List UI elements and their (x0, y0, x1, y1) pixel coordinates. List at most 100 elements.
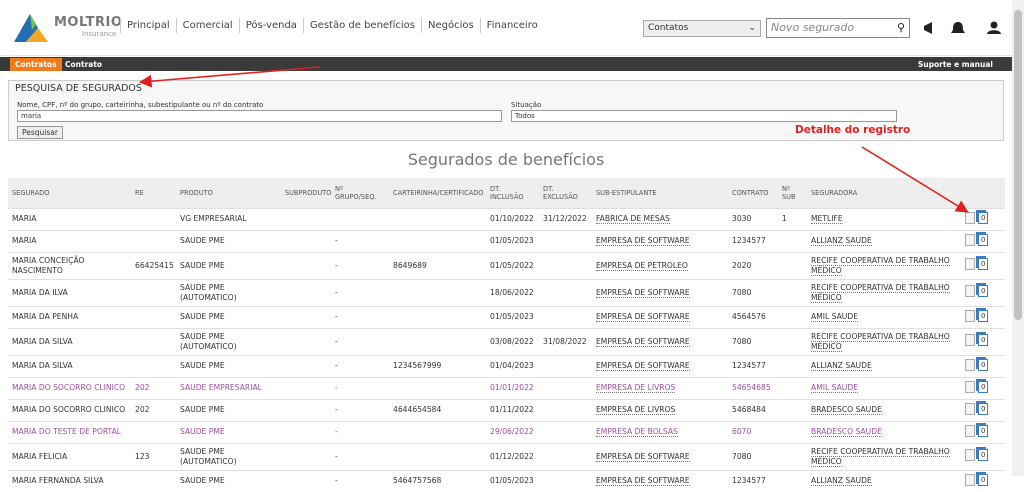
cell-text[interactable]: RECIFE COOPERATIVA DE TRABALHO MÉDICO (811, 282, 950, 303)
cell-text: 01/05/2022 (490, 260, 534, 270)
doc-count[interactable]: 0 (978, 211, 989, 224)
detail-icon[interactable] (965, 473, 975, 486)
cell-text[interactable]: EMPRESA DE SOFTWARE (596, 451, 690, 462)
cell-text[interactable]: METLIFE (811, 214, 843, 224)
cell: EMPRESA DE SOFTWARE (592, 278, 728, 306)
contact-select[interactable]: Contatos ⌄ (643, 20, 761, 37)
detail-icon[interactable] (965, 380, 975, 393)
cell: MARIA DO SOCORRO CLINICO (8, 376, 131, 399)
cell-text[interactable]: EMPRESA DE SOFTWARE (596, 236, 690, 246)
detail-icon[interactable] (965, 358, 975, 371)
search-input[interactable]: Novo segurado ⚲ (766, 18, 910, 38)
action-icons: 0 (965, 424, 989, 437)
cell-text[interactable]: EMPRESA DE SOFTWARE (596, 476, 690, 486)
user-icon[interactable] (990, 21, 998, 29)
detail-icon[interactable] (965, 309, 975, 322)
cell (331, 207, 389, 230)
cell-text[interactable]: RECIFE COOPERATIVA DE TRABALHO MÉDICO (811, 446, 950, 467)
actions: 0 (961, 420, 1005, 443)
cell-text[interactable]: AMIL SAUDE (811, 312, 858, 322)
cell: RECIFE COOPERATIVA DE TRABALHO MÉDICO (807, 278, 961, 306)
cell-text[interactable]: EMPRESA DE BOLSAS (596, 427, 678, 437)
cell-text[interactable]: RECIFE COOPERATIVA DE TRABALHO MÉDICO (811, 331, 950, 352)
cell: 3030 (728, 207, 778, 230)
doc-count[interactable]: 0 (978, 233, 989, 246)
cell: FABRICA DE MESAS (592, 207, 728, 230)
doc-count[interactable]: 0 (978, 285, 989, 297)
detail-icon[interactable] (965, 285, 975, 297)
detail-icon[interactable] (965, 211, 975, 224)
doc-count[interactable]: 0 (978, 380, 989, 393)
cell-text[interactable]: EMPRESA DE LIVROS (596, 383, 676, 393)
cell-text[interactable]: AMIL SAUDE (811, 383, 858, 393)
cell-text[interactable]: EMPRESA DE SOFTWARE (596, 361, 690, 371)
nav-link[interactable]: Principal (120, 18, 176, 33)
tab[interactable]: Contratos (10, 58, 62, 71)
text-input[interactable]: maria (17, 110, 502, 122)
cell (539, 420, 592, 443)
actions: 0 (961, 207, 1005, 230)
actions: 0 (961, 327, 1005, 355)
cell: 202 (131, 398, 176, 421)
announce-icon[interactable] (924, 22, 932, 34)
cell-text: SAUDE PME (180, 476, 225, 485)
nav-link[interactable]: Pós-venda (238, 18, 303, 33)
cell (281, 398, 331, 421)
cell (778, 327, 807, 355)
detail-icon[interactable] (965, 334, 975, 346)
tab[interactable]: Contrato (65, 60, 103, 69)
cell (281, 442, 331, 470)
search-button[interactable]: Pesquisar (17, 126, 63, 139)
doc-count[interactable]: 0 (978, 424, 989, 437)
cell-text[interactable]: RECIFE COOPERATIVA DE TRABALHO MÉDICO (811, 255, 950, 276)
cell-text[interactable]: EMPRESA DE LIVROS (596, 405, 676, 415)
logo[interactable]: MOLTRIO Insurance (12, 10, 122, 44)
cell-text[interactable]: BRADESCO SAUDE (811, 427, 882, 437)
detail-icon[interactable] (965, 402, 975, 415)
doc-count[interactable]: 0 (978, 402, 989, 415)
cell-text: 4644654584 (393, 405, 442, 414)
detail-icon[interactable] (965, 233, 975, 246)
cell-text: SAUDE PME (180, 236, 225, 245)
cell-text: MARIA DA SILVA (12, 361, 73, 370)
detail-icon[interactable] (965, 258, 975, 270)
doc-count[interactable]: 0 (978, 473, 989, 486)
doc-count[interactable]: 0 (978, 309, 989, 322)
cell-text[interactable]: EMPRESA DE SOFTWARE (596, 336, 690, 347)
cell (389, 278, 486, 306)
doc-count[interactable]: 0 (978, 258, 989, 270)
cell-text[interactable]: ALLIANZ SAUDE (811, 236, 872, 246)
detail-icon[interactable] (965, 424, 975, 437)
cell-text: MARIA DO SOCORRO CLINICO (12, 383, 126, 392)
bell-icon[interactable] (951, 22, 965, 33)
cell (539, 376, 592, 399)
panel-title: PESQUISA DE SEGURADOS (15, 83, 142, 94)
cell (539, 354, 592, 377)
actions: 0 (961, 305, 1005, 328)
cell-text: MARIA (12, 236, 37, 245)
cell-text[interactable]: ALLIANZ SAUDE (811, 361, 872, 371)
doc-count[interactable]: 0 (978, 449, 989, 461)
cell-text[interactable]: BRADESCO SAUDE (811, 405, 882, 415)
status-select[interactable]: Todos (511, 110, 897, 122)
doc-count[interactable]: 0 (978, 334, 989, 346)
cell: MARIA DA ILVA (8, 278, 131, 306)
cell (778, 420, 807, 443)
cell-text[interactable]: ALLIANZ SAUDE (811, 476, 872, 486)
cell-text[interactable]: FABRICA DE MESAS (596, 214, 670, 224)
nav-link[interactable]: Negócios (420, 18, 480, 33)
nav-link[interactable]: Gestão de benefícios (302, 18, 421, 33)
cell (131, 420, 176, 443)
detail-icon[interactable] (965, 449, 975, 461)
cell: - (331, 278, 389, 306)
nav-link[interactable]: Comercial (175, 18, 239, 33)
table-row: MARIA DA SILVA SAUDE PME - 1234567999 01/04/… (8, 354, 1005, 377)
cell-text[interactable]: EMPRESA DE SOFTWARE (596, 287, 690, 298)
cell-text[interactable]: EMPRESA DE SOFTWARE (596, 312, 690, 322)
doc-count[interactable]: 0 (978, 358, 989, 371)
scrollbar[interactable] (1012, 0, 1024, 476)
support-link[interactable]: Suporte e manual (917, 60, 993, 69)
cell-text[interactable]: EMPRESA DE PETROLEO (596, 260, 688, 271)
nav-link[interactable]: Financeiro (479, 18, 544, 33)
cell (778, 354, 807, 377)
